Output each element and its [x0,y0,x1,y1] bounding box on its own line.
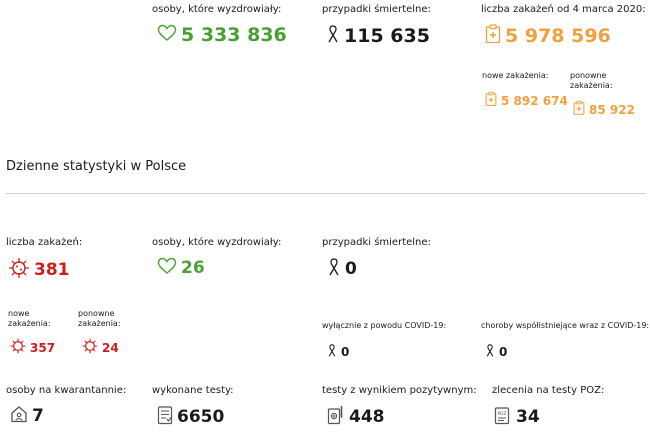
total-deaths-value: 115 635 [344,25,430,47]
positive-tests-stat: 448 [327,405,385,429]
quarantine-stat: 7 [10,405,44,427]
tests-value: 6650 [177,407,225,427]
quarantine-value: 7 [32,406,44,426]
positive-tests-value: 448 [349,407,385,427]
total-reinfections-label: ponowne zakażenia: [570,71,613,90]
test-list-icon [157,405,173,429]
daily-comorbid-value: 0 [499,345,508,359]
tests-label: wykonane testy: [152,385,234,396]
total-new-infections-label: nowe zakażenia: [482,71,549,80]
daily-reinfections-stat: 24 [82,337,119,359]
total-recovered-value: 5 333 836 [181,24,287,46]
ribbon-icon [327,257,341,281]
total-infections-value: 5 978 596 [505,25,611,47]
daily-reinfections-label: ponowne zakażenia: [78,309,121,328]
daily-new-infections-value: 357 [30,341,56,355]
poz-orders-value: 34 [516,407,540,427]
daily-deaths-stat: 0 [327,257,357,281]
total-infections-label: liczba zakażeń od 4 marca 2020: [481,4,646,15]
daily-recovered-value: 26 [181,258,205,278]
house-icon [10,405,28,427]
quarantine-label: osoby na kwarantannie: [6,385,127,396]
daily-reinfections-value: 24 [102,341,119,355]
daily-recovered-label: osoby, które wyzdrowiały: [152,237,282,248]
medical-clipboard-icon [573,100,585,120]
daily-stats-title: Dzienne statystyki w Polsce [6,159,187,174]
total-deaths-label: przypadki śmiertelne: [322,4,431,15]
daily-new-infections-stat: 357 [10,337,55,359]
positive-tests-label: testy z wynikiem pozytywnym: [322,385,477,396]
total-reinfections-stat: 85 922 [573,99,635,121]
heart-icon [157,257,177,279]
poz-orders-label: zlecenia na testy POZ: [492,385,605,396]
ribbon-icon [485,343,495,362]
daily-infections-label: liczba zakażeń: [6,237,83,248]
total-infections-stat: 5 978 596 [485,24,611,48]
daily-infections-stat: 381 [8,257,70,283]
daily-deaths-value: 0 [345,259,357,279]
daily-covid-only-label: wyłącznie z powodu COVID-19: [322,321,447,330]
virus-icon [82,338,98,358]
poz-orders-stat: POZ 34 [494,405,540,429]
ribbon-icon [326,24,340,48]
daily-comorbid-stat: 0 [485,341,507,363]
heart-icon [157,24,177,46]
medical-clipboard-icon [485,91,497,111]
virus-icon [10,338,26,358]
total-recovered-label: osoby, które wyzdrowiały: [152,4,282,15]
medical-clipboard-icon [485,24,501,48]
daily-comorbid-label: choroby współistniejące wraz z COVID-19: [481,321,650,330]
total-new-infections-stat: 5 892 674 [485,90,568,112]
daily-covid-only-value: 0 [341,345,350,359]
daily-recovered-stat: 26 [157,257,205,279]
test-tube-icon [327,405,345,429]
svg-text:POZ: POZ [498,411,507,416]
daily-infections-value: 381 [34,260,70,280]
daily-deaths-label: przypadki śmiertelne: [322,237,431,248]
total-deaths-stat: 115 635 [326,24,430,48]
poz-order-icon: POZ [494,405,512,429]
tests-stat: 6650 [157,405,224,429]
ribbon-icon [327,343,337,362]
total-recovered-stat: 5 333 836 [157,24,287,46]
virus-icon [8,257,30,283]
total-new-infections-value: 5 892 674 [501,94,568,108]
daily-covid-only-stat: 0 [327,341,349,363]
daily-new-infections-label: nowe zakażenia: [8,309,51,328]
total-reinfections-value: 85 922 [589,103,635,117]
section-divider [6,193,646,194]
